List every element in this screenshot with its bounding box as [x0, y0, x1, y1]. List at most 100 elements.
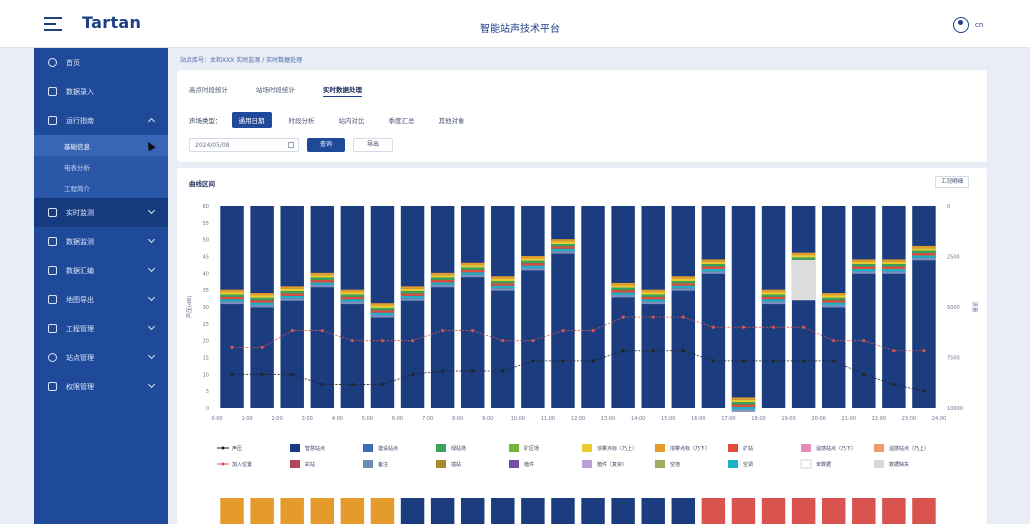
bar-band	[460, 262, 485, 266]
bottom-strip-cell	[731, 498, 756, 524]
x-tick-label: 21:00	[842, 416, 856, 422]
tab-site-period[interactable]: 站场时段统计	[256, 86, 295, 94]
bar-band	[852, 271, 876, 274]
bar-band	[340, 299, 365, 302]
black-series-point	[711, 359, 715, 363]
sidebar-item-label: 数据汇编	[66, 266, 94, 275]
sidebar-subitem-project-intro[interactable]: 工程简介	[34, 177, 168, 198]
bar	[641, 206, 665, 408]
red-series-point	[350, 339, 354, 343]
sidebar-item-permission[interactable]: 权限管理	[34, 372, 168, 401]
red-series-point	[561, 328, 565, 333]
filter-chip[interactable]: 其他对象	[438, 117, 465, 125]
filter-chip[interactable]: 时段分析	[288, 117, 315, 125]
bar-band	[310, 284, 335, 288]
bar-band	[671, 276, 696, 279]
bar-band	[701, 269, 726, 272]
red-series-point	[471, 328, 475, 333]
detail-button[interactable]: 工况明细	[935, 176, 969, 188]
sidebar-item-label: 运行指南	[66, 116, 94, 125]
sidebar-item-data-input[interactable]: 数据录入	[34, 77, 168, 106]
bar	[310, 206, 335, 408]
sidebar-item-project[interactable]: 工程管理	[34, 314, 168, 343]
sidebar-item-map-export[interactable]: 地图导出	[34, 285, 168, 314]
legend-label: 建设站点	[378, 445, 398, 452]
bar-band	[641, 292, 665, 295]
bar-band	[611, 282, 635, 286]
filter-chip[interactable]: 站内对比	[338, 117, 365, 125]
chevron-down-icon	[147, 351, 156, 360]
user-name[interactable]: cn	[975, 21, 984, 29]
platform-title: 智能站声技术平台	[480, 24, 560, 35]
bar-band	[731, 407, 756, 410]
bottom-strip-cell	[280, 498, 304, 524]
tab-realtime[interactable]: 实时数据处理	[323, 84, 362, 97]
bottom-strip-cell	[430, 498, 455, 524]
black-series-point	[320, 382, 324, 387]
bar	[791, 206, 816, 408]
bar	[491, 206, 515, 408]
sidebar-item-guide[interactable]: 运行指南	[34, 106, 168, 135]
bar-band	[340, 292, 365, 295]
bar-band	[460, 265, 485, 268]
bar-band	[370, 312, 395, 316]
bar-band	[430, 280, 455, 283]
legend-swatch	[655, 444, 665, 452]
bar	[551, 206, 575, 408]
bar-band	[671, 278, 696, 282]
legend-swatch	[874, 460, 884, 468]
bar-band	[400, 295, 425, 299]
sidebar-item-compile[interactable]: 数据汇编	[34, 256, 168, 285]
filter-chip[interactable]: 季度汇总	[388, 117, 415, 125]
logo[interactable]: Tartan	[82, 13, 142, 32]
sidebar-subitem-meter-analysis[interactable]: 电表分析	[34, 156, 168, 177]
bar-band	[671, 285, 696, 289]
bar-band	[912, 257, 936, 261]
menu-icon[interactable]	[44, 17, 62, 31]
black-series-point	[290, 372, 294, 376]
bar-band	[340, 301, 365, 305]
x-tick-label: 7:00	[422, 416, 433, 422]
data-icon	[48, 237, 57, 246]
legend-label: 智慧站点	[305, 445, 325, 452]
export-button[interactable]: 导出	[353, 138, 393, 152]
legend-swatch	[363, 444, 373, 452]
tab-high-period[interactable]: 高点时段统计	[189, 86, 228, 94]
bottom-strip-cell	[912, 498, 936, 524]
filter-row: 声场类型： 通用日期 时段分析 站内对比 季度汇总 其他对象	[189, 112, 472, 128]
bar-band	[611, 285, 635, 288]
bar-band	[821, 305, 846, 308]
filter-chip[interactable]: 通用日期	[231, 112, 272, 128]
bar-band	[280, 288, 304, 292]
bar-band	[491, 283, 515, 286]
bar-band	[370, 310, 395, 313]
red-series-point	[711, 325, 715, 329]
y-tick-label: 5	[206, 389, 209, 395]
chevron-down-icon	[147, 322, 156, 331]
bar-band	[641, 301, 665, 305]
sidebar-item-realtime-monitor[interactable]: 实时监测	[34, 198, 168, 227]
sidebar-item-label: 权限管理	[66, 382, 94, 391]
date-input[interactable]: 2024/05/08	[189, 138, 299, 152]
guide-icon	[48, 116, 57, 125]
y-axis-label: 声压(dB)	[185, 296, 193, 319]
chevron-down-icon	[147, 293, 156, 302]
x-tick-label: 20:00	[811, 416, 825, 422]
sidebar-item-home[interactable]: 首页	[34, 48, 168, 77]
sidebar-item-data-monitor[interactable]: 数据监测	[34, 227, 168, 256]
bottom-strip-cell	[310, 498, 335, 524]
legend-label: 植件（复杂）	[597, 461, 627, 468]
red-series-point	[380, 339, 385, 343]
bar-band	[821, 293, 846, 296]
query-button[interactable]: 查询	[307, 138, 345, 152]
bar-band	[912, 253, 936, 256]
y-tick-label: 25	[203, 322, 209, 328]
input-icon	[48, 87, 57, 96]
sidebar-item-site[interactable]: 站点管理	[34, 343, 168, 372]
y-tick-label: 45	[203, 255, 209, 261]
y-tick-label: 55	[203, 221, 209, 227]
user-avatar-icon[interactable]	[953, 17, 969, 33]
bar	[852, 206, 876, 408]
bar-band	[220, 301, 244, 305]
sidebar-subitem-basic-info[interactable]: 基础信息	[34, 135, 168, 156]
